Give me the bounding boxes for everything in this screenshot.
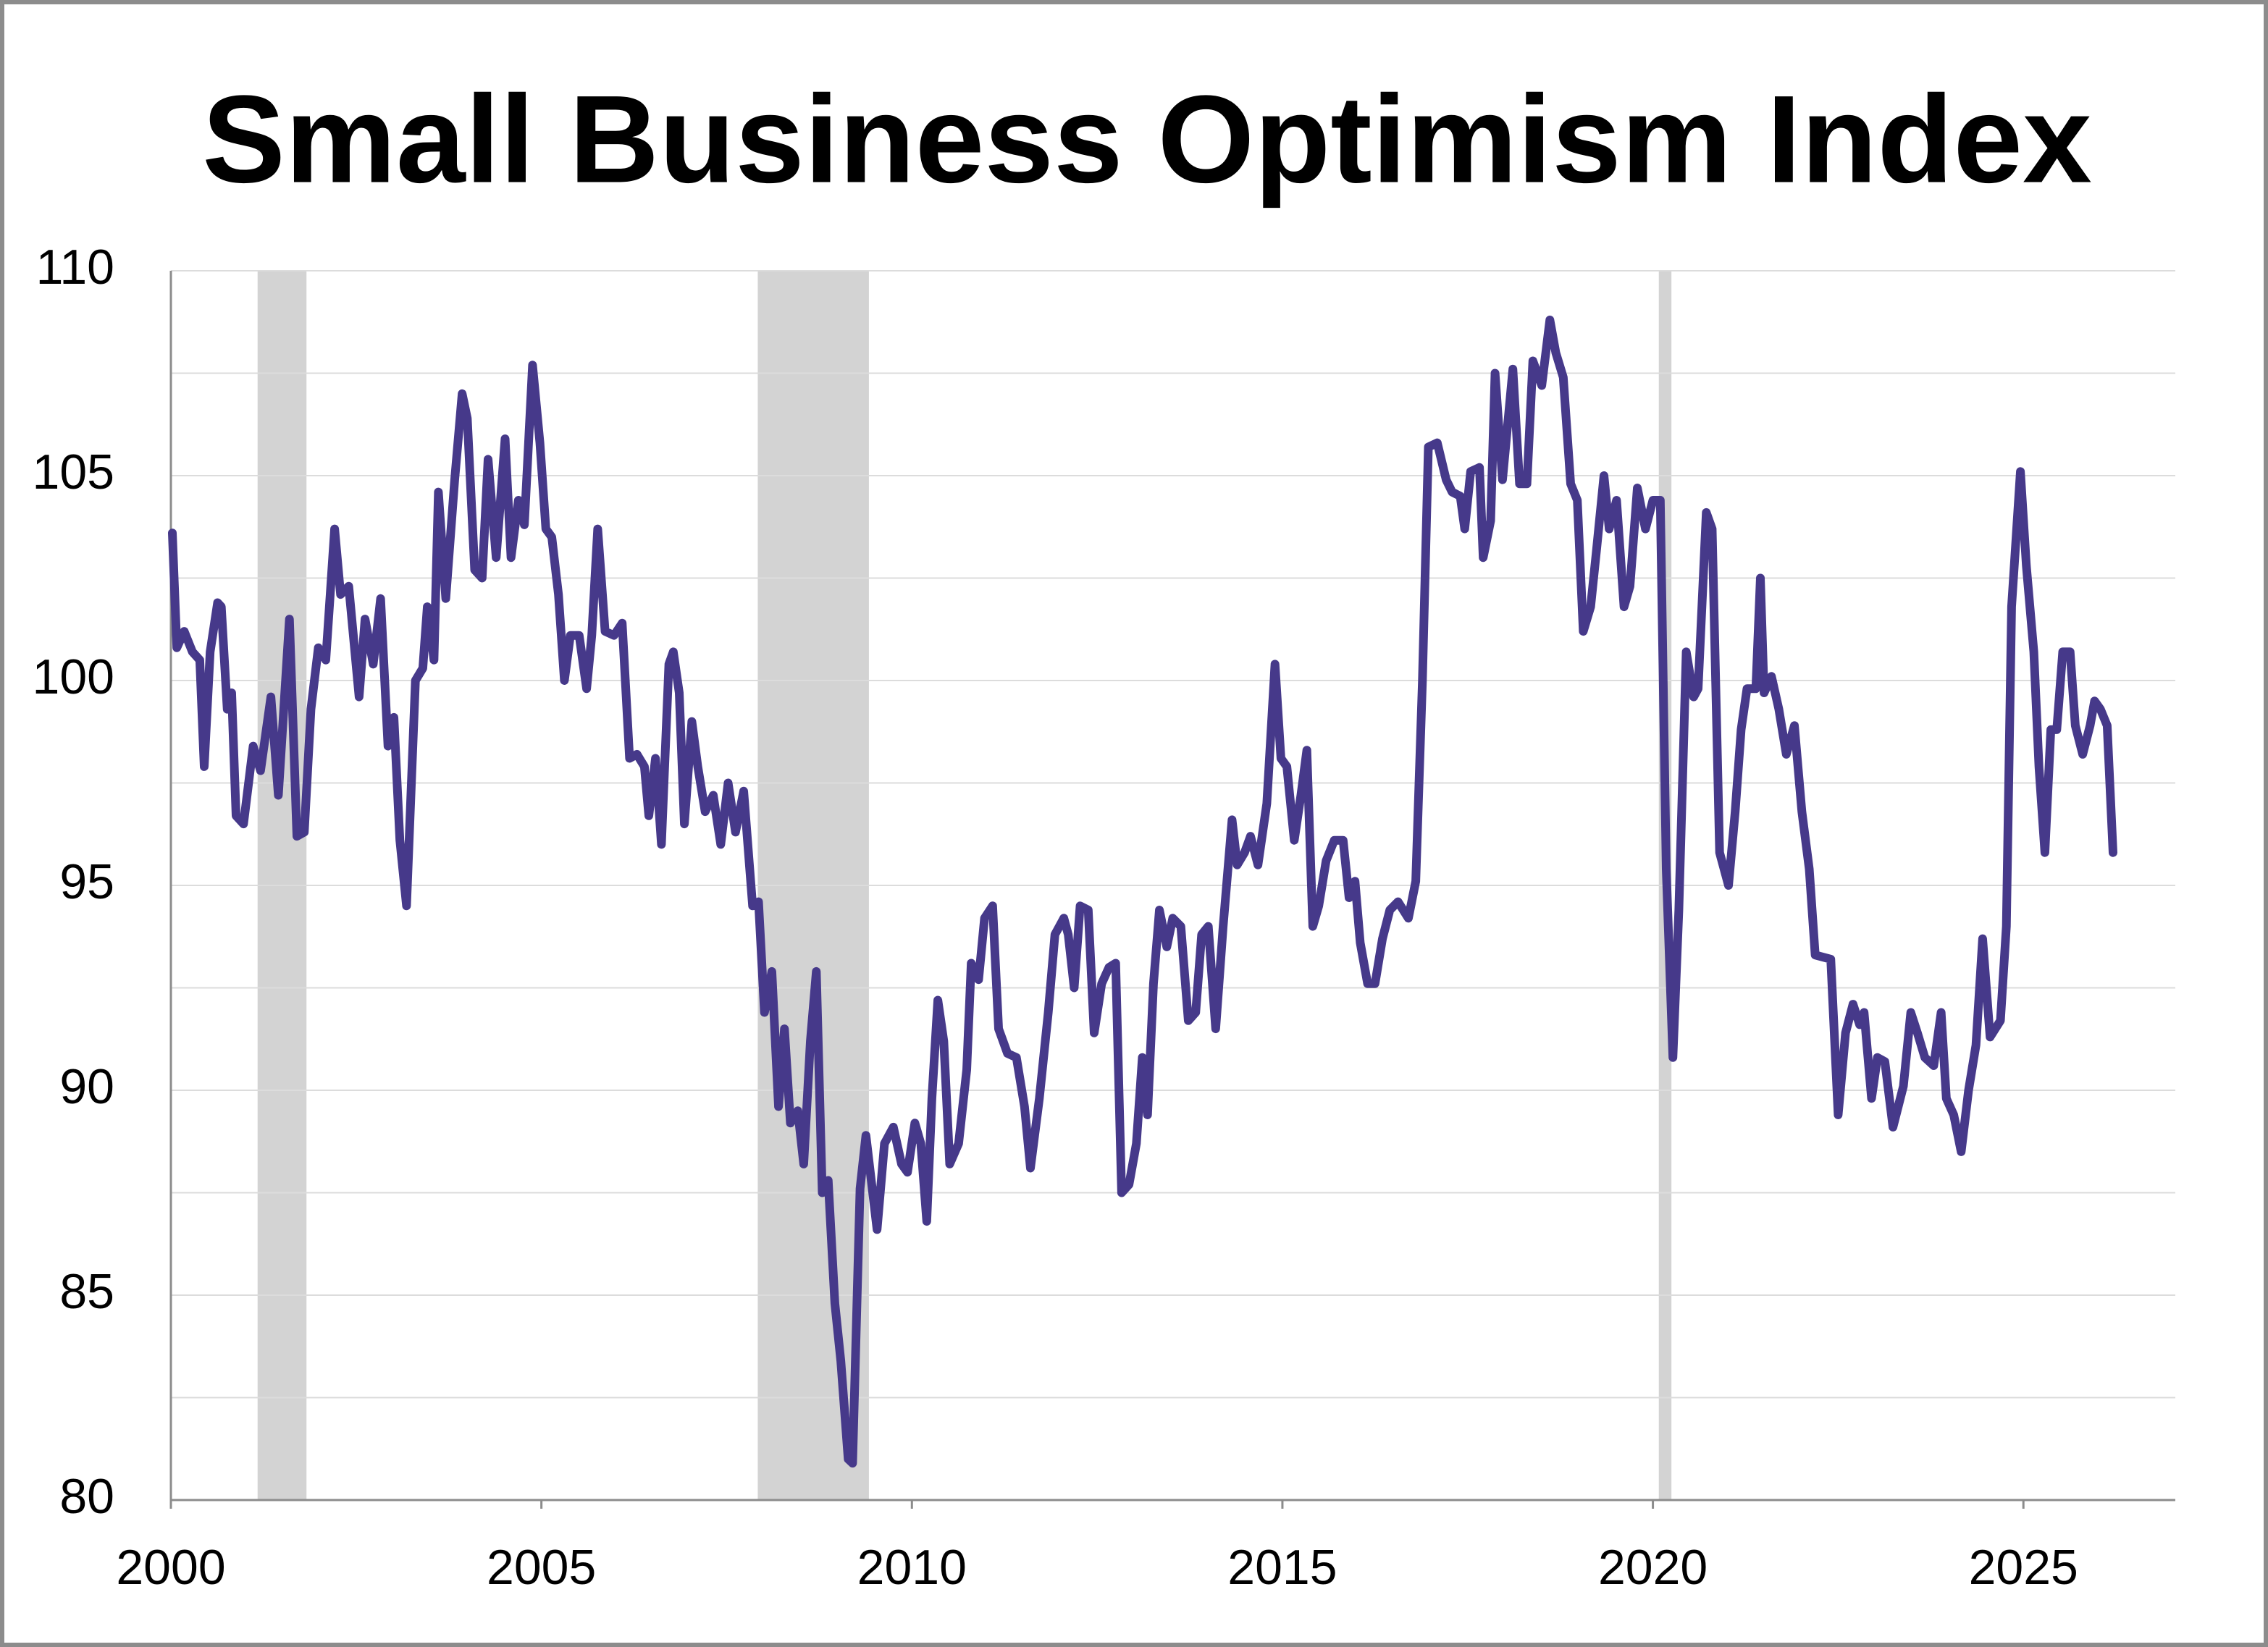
y-tick-label: 105 xyxy=(33,445,114,500)
y-tick-label: 90 xyxy=(59,1059,114,1114)
x-tick-label: 2005 xyxy=(487,1540,596,1595)
x-tick-label: 2020 xyxy=(1598,1540,1708,1595)
chart-title: Small Business Optimism Index xyxy=(202,69,2091,208)
y-tick-label: 80 xyxy=(59,1469,114,1524)
x-tick-label: 2015 xyxy=(1227,1540,1337,1595)
y-tick-label: 95 xyxy=(59,854,114,909)
x-tick-label: 2010 xyxy=(857,1540,967,1595)
y-tick-label: 100 xyxy=(33,649,114,704)
y-tick-label: 85 xyxy=(59,1264,114,1319)
x-tick-label: 2000 xyxy=(116,1540,225,1595)
y-tick-label: 110 xyxy=(36,240,114,295)
index-line xyxy=(168,315,2117,1468)
x-tick-label: 2025 xyxy=(1969,1540,2078,1595)
